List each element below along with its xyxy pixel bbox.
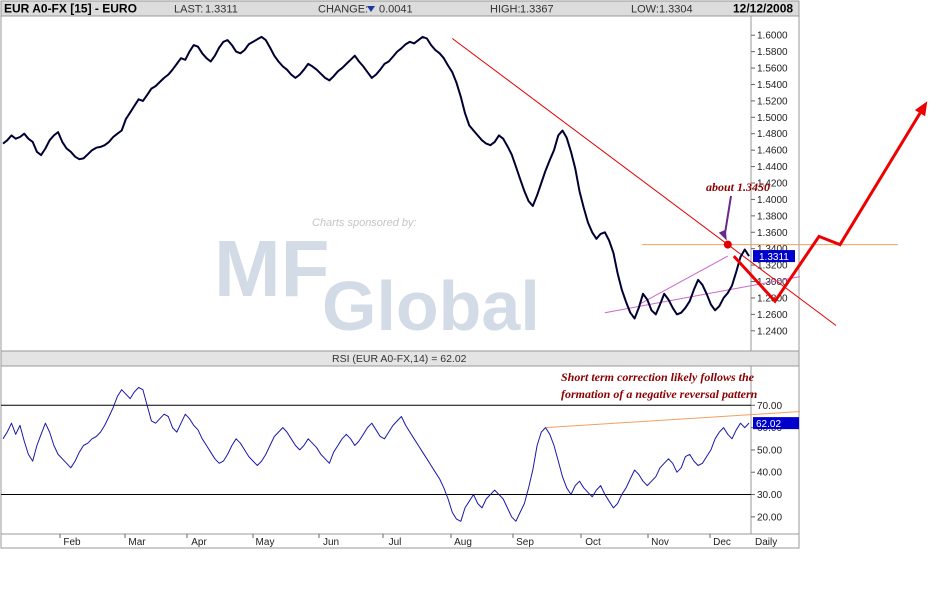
header-date: 12/12/2008 [733, 2, 793, 16]
price-y-tick-label: 1.5800 [757, 47, 788, 58]
price-y-tick-label: 1.5400 [757, 80, 788, 91]
rsi-y-tick-label: 70.00 [757, 401, 782, 412]
wedge-upper-line [638, 255, 729, 305]
price-y-tick-label: 1.5600 [757, 64, 788, 75]
arrow-shaft [723, 195, 732, 235]
rsi-value-tag-box [753, 417, 799, 430]
rsi-value-tag-text: 62.02 [756, 419, 781, 430]
price-y-tick-label: 1.3800 [757, 211, 788, 222]
logo-mf: MF [214, 224, 330, 313]
change-down-icon [367, 6, 375, 12]
x-axis: Feb Mar Apr May Jun Jul Aug Sep Oct Nov Dec Daily [59, 534, 777, 548]
x-tick-label: Oct [585, 537, 601, 548]
rsi-label: RSI (EUR A0-FX,14) = 62.02 [332, 353, 467, 365]
price-y-tick-label: 1.4000 [757, 195, 788, 206]
price-y-tick-label: 1.3600 [757, 228, 788, 239]
high-label: HIGH: [490, 4, 521, 16]
x-tick-label: Jul [389, 537, 402, 548]
price-y-tick-label: 1.4200 [757, 179, 788, 190]
last-value: 1.3311 [205, 4, 238, 16]
rsi-value-tag: 62.02 [753, 417, 799, 430]
last-price-tag-text: 1.3311 [759, 252, 789, 263]
note-line-1: Short term correction likely follows the [561, 370, 755, 384]
price-y-tick-label: 1.6000 [757, 31, 788, 42]
x-tick-label: Dec [713, 537, 731, 548]
rsi-reference-lines [1, 404, 751, 496]
about-annotation: about 1.3450 [706, 180, 770, 194]
x-period-label: Daily [755, 537, 777, 548]
price-overlays [451, 38, 898, 326]
rsi-y-tick-label: 50.00 [757, 445, 782, 456]
price-y-tick-label: 1.4400 [757, 162, 788, 173]
rsi-divergence-line [545, 411, 801, 429]
logo-global: Global [322, 267, 540, 345]
rsi-series-line [2, 387, 750, 522]
note-line-2: formation of a negative reversal pattern [561, 387, 758, 401]
forecast-arrowhead-icon [914, 101, 928, 117]
arrow-head [718, 229, 727, 241]
wedge-lower-line [604, 276, 801, 314]
rsi-y-tick-label: 40.00 [757, 468, 782, 479]
x-tick-label: Nov [651, 537, 669, 548]
price-y-tick-label: 1.3000 [757, 277, 788, 288]
price-y-tick-label: 1.4600 [757, 146, 788, 157]
last-price-tag-box [753, 250, 795, 263]
low-value: 1.3304 [659, 4, 693, 16]
change-label: CHANGE: [318, 4, 368, 16]
x-tick-label: Jun [323, 537, 339, 548]
last-label: LAST: [174, 4, 203, 16]
x-tick-label: Aug [454, 537, 472, 548]
price-y-tick-label: 1.5200 [757, 96, 788, 107]
x-tick-label: Apr [191, 537, 207, 548]
price-y-tick-label: 1.2400 [757, 326, 788, 337]
rsi-panel [0, 365, 800, 535]
sponsor-text: Charts sponsored by: [312, 217, 417, 229]
low-label: LOW: [631, 4, 659, 16]
change-value: 0.0041 [379, 4, 413, 16]
trendline-touch-point [723, 240, 732, 249]
last-price-tag: 1.3311 [753, 250, 795, 263]
price-y-axis: 1.6000 1.5800 1.5600 1.5400 1.5200 1.5000 1.48… [751, 31, 788, 337]
x-tick-label: Feb [63, 537, 81, 548]
rsi-trendline [545, 411, 801, 429]
price-y-tick-label: 1.5000 [757, 113, 788, 124]
rsi-y-tick-label: 30.00 [757, 490, 782, 501]
annotation-arrow-icon [718, 195, 732, 241]
price-y-tick-label: 1.3200 [757, 261, 788, 272]
high-value: 1.3367 [520, 4, 554, 16]
price-series-line [2, 35, 750, 320]
forecast-path [732, 112, 922, 304]
downtrend-line [451, 38, 837, 326]
x-tick-label: Sep [516, 537, 534, 548]
symbol-title: EUR A0-FX [15] - EURO [4, 2, 137, 16]
x-axis-bar [0, 533, 800, 549]
rsi-y-tick-label: 20.00 [757, 512, 782, 523]
price-y-tick-label: 1.3400 [757, 244, 788, 255]
x-tick-label: Mar [128, 537, 146, 548]
price-y-tick-label: 1.4800 [757, 129, 788, 140]
price-y-tick-label: 1.2600 [757, 310, 788, 321]
x-tick-label: May [256, 537, 275, 548]
